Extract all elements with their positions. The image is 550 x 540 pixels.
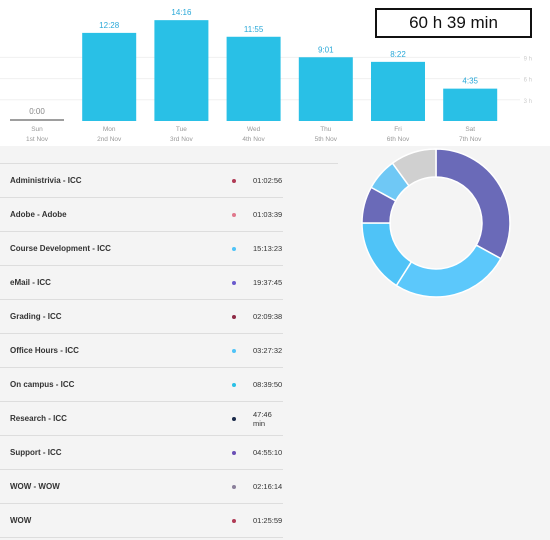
day-label: Wed [247,126,261,133]
activity-row[interactable]: WOW - WOW 02:16:14 [0,470,283,504]
y-tick-label: 3 h [524,99,532,105]
activity-duration: 02:09:38 [253,312,283,321]
bar-value-label: 8:22 [390,50,406,59]
donut-slice[interactable] [395,244,502,298]
activity-duration: 02:16:14 [253,482,283,491]
bar-tue[interactable] [154,20,209,121]
bar-value-label: 0:00 [29,107,45,116]
activity-name: WOW [10,516,32,525]
activity-row[interactable]: Adobe - Adobe 01:03:39 [0,198,283,232]
bar-value-label: 11:55 [244,25,264,34]
color-dot-icon [232,349,236,353]
color-dot-icon [232,247,236,251]
activity-name: On campus - ICC [10,380,75,389]
activity-name: Course Development - ICC [10,244,111,253]
activity-duration: 47:46 min [253,409,272,428]
day-label: Sun [31,126,43,133]
date-label: 1st Nov [26,136,49,143]
color-dot-icon [232,213,236,217]
activity-name: Adobe - Adobe [10,210,67,219]
activity-name: WOW - WOW [10,482,60,491]
color-dot-icon [232,451,236,455]
activity-row[interactable]: Grading - ICC 02:09:38 [0,300,283,334]
bar-fri[interactable] [371,61,425,121]
activity-name: Administrivia - ICC [10,176,82,185]
bar-value-label: 12:28 [99,21,120,30]
color-dot-icon [232,519,236,523]
day-label: Sat [465,126,475,133]
date-label: 7th Nov [459,136,482,143]
activity-duration: 15:13:23 [253,244,283,253]
date-label: 3rd Nov [170,136,194,143]
date-label: 2nd Nov [97,136,122,143]
list-header [0,146,338,164]
activity-name: eMail - ICC [10,278,51,287]
color-dot-icon [232,281,236,285]
color-dot-icon [232,383,236,387]
activity-name: Grading - ICC [10,312,62,321]
date-label: 5th Nov [315,136,338,143]
activity-duration: 01:03:39 [253,210,283,219]
bar-value-label: 9:01 [318,45,334,54]
activity-list: Administrivia - ICC 01:02:56 Adobe - Adobe… [0,146,338,538]
bar-wed[interactable] [226,36,281,121]
color-dot-icon [232,179,236,183]
bar-chart: 3 h 6 h 9 h 0:00 Sun 1st Nov 12:28 Mon 2nd Nov 14… [0,8,532,143]
donut-slice[interactable] [391,148,437,187]
color-dot-icon [232,485,236,489]
activity-duration: 01:25:59 [253,516,283,525]
activity-duration: 04:55:10 [253,448,283,457]
y-tick-label: 6 h [524,78,532,84]
date-label: 6th Nov [387,136,410,143]
y-tick-label: 9 h [524,56,532,62]
activity-name: Office Hours - ICC [10,346,79,355]
activity-row[interactable]: Research - ICC 47:46 min [0,402,283,436]
activity-row[interactable]: Course Development - ICC 15:13:23 [0,232,283,266]
day-label: Mon [103,126,116,133]
activity-duration: 08:39:50 [253,380,283,389]
donut-slice[interactable] [435,148,511,260]
color-dot-icon [232,315,236,319]
bar-value-label: 4:35 [462,77,478,86]
color-dot-icon [232,417,236,421]
day-label: Tue [176,126,187,133]
bar-value-label: 14:16 [171,8,192,17]
daily-chart: 3 h 6 h 9 h 0:00 Sun 1st Nov 12:28 Mon 2nd Nov 14… [0,0,550,146]
day-label: Fri [394,126,402,133]
bar-thu[interactable] [298,57,353,121]
date-label: 4th Nov [242,136,265,143]
bar-sun[interactable] [10,119,64,121]
total-time-box: 60 h 39 min [375,8,532,38]
activity-row[interactable]: On campus - ICC 08:39:50 [0,368,283,402]
bar-sat[interactable] [443,88,498,121]
day-label: Thu [320,126,332,133]
activity-duration: 01:02:56 [253,176,283,185]
activity-duration: 19:37:45 [253,278,283,287]
activity-duration: 03:27:32 [253,346,283,355]
activity-row[interactable]: eMail - ICC 19:37:45 [0,266,283,300]
activity-row[interactable]: WOW 01:25:59 [0,504,283,538]
activity-row[interactable]: Administrivia - ICC 01:02:56 [0,164,283,198]
activity-row[interactable]: Office Hours - ICC 03:27:32 [0,334,283,368]
bar-mon[interactable] [82,32,137,122]
activity-name: Support - ICC [10,448,62,457]
donut-chart [361,148,511,298]
activity-name: Research - ICC [10,414,67,423]
activity-row[interactable]: Support - ICC 04:55:10 [0,436,283,470]
